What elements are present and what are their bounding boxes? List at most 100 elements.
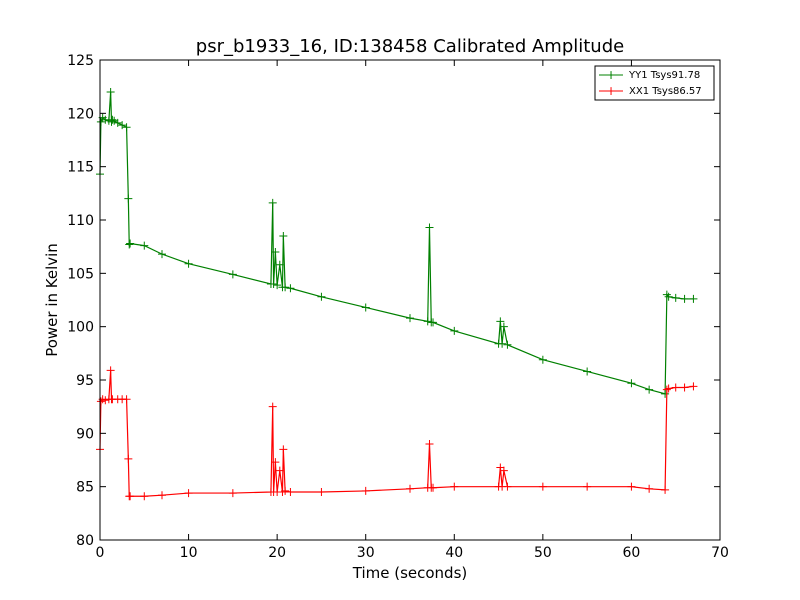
data-point-marker: [268, 198, 277, 207]
data-point-marker: [406, 314, 414, 323]
data-point-marker: [680, 294, 689, 303]
x-tick-label: 70: [711, 545, 729, 561]
data-point-marker: [122, 395, 131, 404]
data-point-marker: [661, 389, 670, 398]
data-point-marker: [279, 445, 288, 454]
chart-title: psr_b1933_16, ID:138458 Calibrated Ampli…: [196, 36, 624, 57]
data-point-marker: [286, 488, 295, 496]
y-tick-label: 115: [67, 160, 94, 176]
data-point-marker: [96, 397, 105, 406]
data-point-marker: [140, 492, 149, 501]
data-point-marker: [228, 489, 237, 498]
data-point-marker: [281, 486, 290, 495]
data-point-marker: [101, 396, 110, 405]
data-point-marker: [126, 492, 135, 501]
data-point-marker: [429, 318, 438, 327]
data-point-marker: [279, 232, 288, 240]
data-point-marker: [317, 292, 326, 301]
data-point-marker: [406, 484, 414, 493]
legend: + YY1 Tsys91.78 + XX1 Tsys86.57: [594, 65, 715, 101]
x-tick-label: 40: [445, 545, 463, 561]
data-point-marker: [425, 223, 434, 232]
data-point-marker: [689, 294, 698, 303]
series-0: [96, 88, 698, 398]
data-point-marker: [158, 250, 166, 259]
data-point-marker: [273, 281, 282, 290]
data-point-marker: [108, 115, 117, 124]
data-point-marker: [101, 115, 110, 124]
y-tick-label: 90: [76, 426, 94, 442]
data-point-marker: [499, 322, 508, 331]
data-point-marker: [450, 326, 459, 335]
data-point-marker: [110, 116, 119, 125]
y-tick-label: 110: [67, 213, 94, 229]
data-point-marker: [662, 290, 671, 299]
x-tick-label: 60: [623, 545, 641, 561]
y-tick-label: 100: [67, 320, 94, 336]
legend-marker-xx1: +: [606, 84, 616, 98]
data-point-marker: [125, 240, 134, 249]
data-point-marker: [645, 484, 654, 493]
data-point-marker: [113, 118, 122, 127]
data-point-marker: [503, 482, 512, 491]
y-tick-label: 125: [67, 53, 94, 69]
data-point-marker: [627, 482, 636, 491]
plot-area: [100, 60, 720, 540]
y-tick-label: 105: [67, 266, 94, 282]
data-point-marker: [662, 385, 671, 394]
data-point-marker: [423, 317, 432, 326]
data-point-marker: [583, 482, 592, 491]
data-point-marker: [671, 383, 680, 392]
data-point-marker: [271, 458, 280, 467]
data-point-marker: [317, 488, 326, 496]
data-point-marker: [124, 194, 133, 203]
data-point-marker: [664, 292, 673, 301]
legend-box: [594, 65, 715, 101]
data-point-marker: [271, 248, 280, 256]
data-point-marker: [496, 463, 505, 472]
data-point-marker: [671, 293, 680, 302]
x-tick-label: 50: [534, 545, 552, 561]
data-point-marker: [429, 483, 438, 492]
data-point-marker: [96, 117, 105, 126]
y-axis-label: Power in Kelvin: [43, 243, 61, 357]
data-point-marker: [645, 385, 654, 394]
data-point-marker: [498, 339, 507, 348]
data-point-marker: [281, 283, 290, 292]
data-point-marker: [124, 454, 133, 463]
data-point-marker: [122, 123, 131, 132]
data-point-marker: [664, 384, 673, 393]
data-point-marker: [286, 284, 295, 293]
x-tick-label: 30: [357, 545, 375, 561]
data-point-marker: [275, 466, 284, 475]
data-point-marker: [118, 121, 127, 130]
data-point-marker: [158, 491, 166, 500]
data-point-marker: [106, 88, 115, 96]
data-point-marker: [627, 379, 636, 388]
legend-label-xx1: XX1 Tsys86.57: [629, 86, 702, 97]
data-point-marker: [361, 486, 370, 495]
x-tick-label: 20: [268, 545, 286, 561]
ticks-layer: 0 10 20 30 40 50 60 70 80 85 90 95 100 105 110 115 120 12…: [67, 53, 729, 561]
legend-label-yy1: YY1 Tsys91.78: [628, 70, 700, 81]
series-line: [99, 91, 694, 395]
data-point-marker: [503, 340, 512, 349]
legend-marker-yy1: +: [606, 68, 616, 82]
data-point-marker: [450, 482, 459, 491]
y-tick-label: 120: [67, 106, 94, 122]
series-layer: [96, 88, 698, 501]
data-point-marker: [538, 355, 547, 364]
data-point-marker: [499, 466, 508, 475]
y-tick-label: 85: [76, 480, 94, 496]
data-point-marker: [538, 482, 547, 491]
data-point-marker: [583, 367, 592, 376]
y-tick-label: 80: [76, 533, 94, 549]
data-point-marker: [184, 489, 193, 498]
data-point-marker: [496, 317, 505, 326]
data-point-marker: [269, 280, 278, 288]
data-point-marker: [689, 382, 698, 391]
y-tick-label: 95: [76, 373, 94, 389]
data-point-marker: [268, 402, 277, 411]
data-point-marker: [680, 383, 689, 392]
